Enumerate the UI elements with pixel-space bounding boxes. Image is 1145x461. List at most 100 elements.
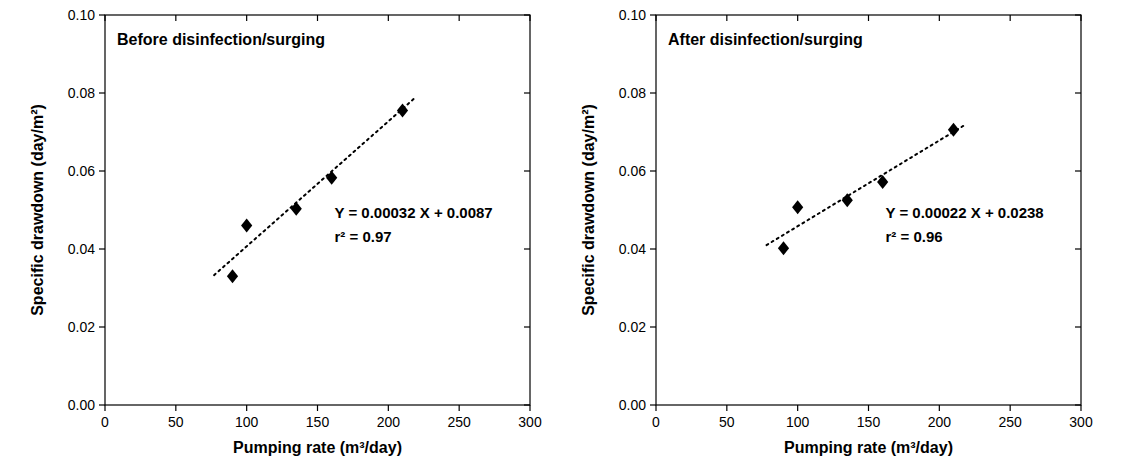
y-tick — [99, 404, 105, 405]
x-tick-top — [868, 15, 869, 21]
x-tick — [104, 405, 105, 411]
x-tick-label: 50 — [719, 414, 735, 430]
y-tick-right — [1075, 248, 1081, 249]
y-tick — [650, 404, 656, 405]
x-tick-top — [726, 15, 727, 21]
x-tick — [246, 405, 247, 411]
x-tick-label: 150 — [857, 414, 881, 430]
x-tick — [939, 405, 940, 411]
y-tick-right — [524, 248, 530, 249]
figure: 0 50 100 150 200 250 300 0.00 0.02 0.04 0.06 0.08 0.… — [0, 0, 1145, 461]
y-tick — [650, 14, 656, 15]
data-layer — [214, 99, 414, 283]
panel-title: After disinfection/surging — [668, 31, 863, 48]
x-tick-label: 300 — [1069, 414, 1093, 430]
y-tick — [650, 248, 656, 249]
x-tick — [1010, 405, 1011, 411]
x-tick — [388, 405, 389, 411]
x-tick — [868, 405, 869, 411]
x-tick-label: 0 — [652, 414, 660, 430]
data-point — [778, 241, 789, 255]
x-tick — [655, 405, 656, 411]
data-point — [397, 104, 408, 118]
x-tick-top — [655, 15, 656, 21]
panel-title: Before disinfection/surging — [117, 31, 325, 48]
data-point — [326, 171, 337, 185]
y-axis-label: Specific drawdown (day/m²) — [580, 104, 597, 316]
y-tick-right — [1075, 404, 1081, 405]
x-tick-label: 150 — [306, 414, 330, 430]
plot-frame — [105, 15, 530, 405]
x-tick-label: 300 — [518, 414, 542, 430]
x-tick — [175, 405, 176, 411]
x-tick — [726, 405, 727, 411]
x-tick-label: 200 — [928, 414, 952, 430]
x-tick-label: 0 — [101, 414, 109, 430]
y-tick — [99, 170, 105, 171]
y-tick-right — [1075, 14, 1081, 15]
x-tick-label: 100 — [786, 414, 810, 430]
y-tick-right — [1075, 170, 1081, 171]
annotation: r² = 0.96 — [886, 228, 943, 245]
x-tick-top — [388, 15, 389, 21]
y-tick-label: 0.04 — [68, 241, 95, 257]
y-tick-label: 0.04 — [619, 241, 646, 257]
y-tick — [99, 92, 105, 93]
x-tick-top — [175, 15, 176, 21]
x-tick — [797, 405, 798, 411]
y-tick — [99, 14, 105, 15]
x-tick — [317, 405, 318, 411]
x-tick-top — [529, 15, 530, 21]
y-tick-label: 0.02 — [68, 319, 95, 335]
data-layer — [767, 123, 965, 256]
chart-panel: 0 50 100 150 200 250 300 0.00 0.02 0.04 0.06 0.08 0.… — [29, 7, 542, 456]
y-tick-label: 0.06 — [68, 163, 95, 179]
y-tick-label: 0.00 — [68, 397, 95, 413]
x-tick-top — [1080, 15, 1081, 21]
x-tick-top — [104, 15, 105, 21]
x-tick — [529, 405, 530, 411]
x-tick-label: 50 — [168, 414, 184, 430]
y-tick-label: 0.00 — [619, 397, 646, 413]
y-tick — [99, 326, 105, 327]
x-tick-top — [1010, 15, 1011, 21]
y-axis-label: Specific drawdown (day/m²) — [29, 104, 46, 316]
chart-panel: 0501001502002503000.000.020.040.060.080.… — [580, 7, 1093, 456]
y-tick — [650, 170, 656, 171]
y-tick-right — [524, 170, 530, 171]
y-tick-right — [524, 326, 530, 327]
x-tick-top — [317, 15, 318, 21]
x-axis-label: Pumping rate (m³/day) — [784, 439, 953, 456]
x-tick-label: 250 — [998, 414, 1022, 430]
y-tick-label: 0.10 — [619, 7, 646, 23]
x-tick — [459, 405, 460, 411]
x-tick-top — [939, 15, 940, 21]
y-tick-right — [1075, 92, 1081, 93]
x-tick-top — [459, 15, 460, 21]
data-point — [792, 200, 803, 214]
trend-line — [767, 125, 965, 245]
y-tick-label: 0.10 — [68, 7, 95, 23]
data-point — [842, 193, 853, 207]
y-tick-right — [524, 14, 530, 15]
x-tick — [1080, 405, 1081, 411]
x-tick-label: 250 — [447, 414, 471, 430]
trend-line — [214, 99, 414, 275]
annotation: Y = 0.00032 X + 0.0087 — [335, 204, 493, 221]
data-point — [227, 269, 238, 283]
annotation: r² = 0.97 — [335, 228, 392, 245]
annotation: Y = 0.00022 X + 0.0238 — [886, 204, 1044, 221]
data-point — [241, 219, 252, 233]
y-tick-right — [524, 92, 530, 93]
x-tick-label: 100 — [235, 414, 259, 430]
x-tick-top — [797, 15, 798, 21]
y-tick-label: 0.08 — [68, 85, 95, 101]
y-tick-right — [1075, 326, 1081, 327]
y-tick-label: 0.06 — [619, 163, 646, 179]
y-tick-label: 0.02 — [619, 319, 646, 335]
plot-frame — [656, 15, 1081, 405]
y-tick — [99, 248, 105, 249]
x-tick-label: 200 — [377, 414, 401, 430]
x-tick-top — [246, 15, 247, 21]
y-tick-right — [524, 404, 530, 405]
